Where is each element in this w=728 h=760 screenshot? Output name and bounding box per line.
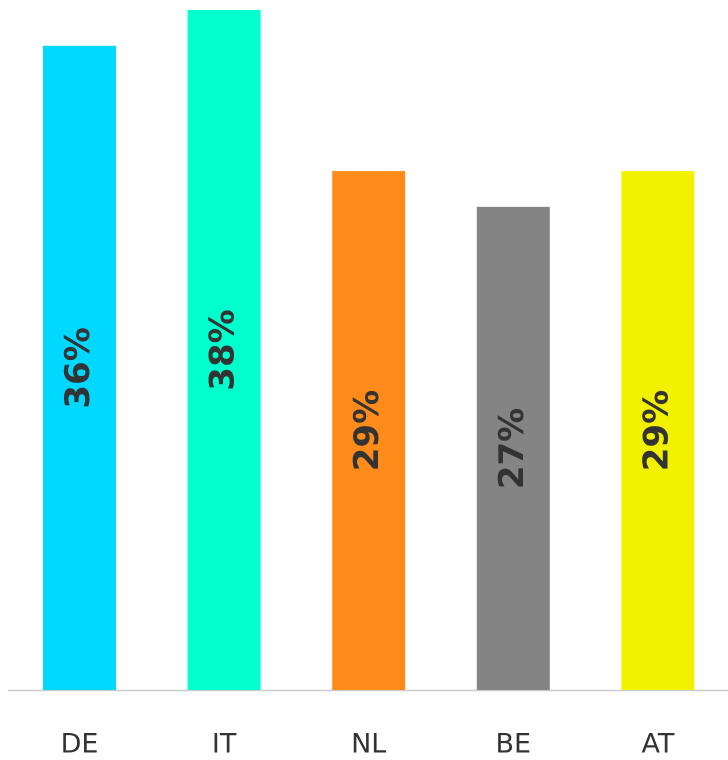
bar xyxy=(621,171,695,691)
x-tick-label: AT xyxy=(641,729,674,760)
value-label: 36% xyxy=(58,327,98,408)
x-tick-label: BE xyxy=(496,729,532,760)
bar xyxy=(476,206,550,690)
value-label: 29% xyxy=(636,390,676,471)
value-label: 38% xyxy=(203,309,243,390)
x-tick-label: NL xyxy=(351,729,386,760)
value-label: 27% xyxy=(492,408,532,489)
bar xyxy=(43,45,116,690)
value-label: 29% xyxy=(347,390,387,471)
x-tick-label: DE xyxy=(61,729,99,760)
bar xyxy=(332,171,406,691)
x-tick-label: IT xyxy=(212,729,237,760)
bar xyxy=(187,10,261,690)
